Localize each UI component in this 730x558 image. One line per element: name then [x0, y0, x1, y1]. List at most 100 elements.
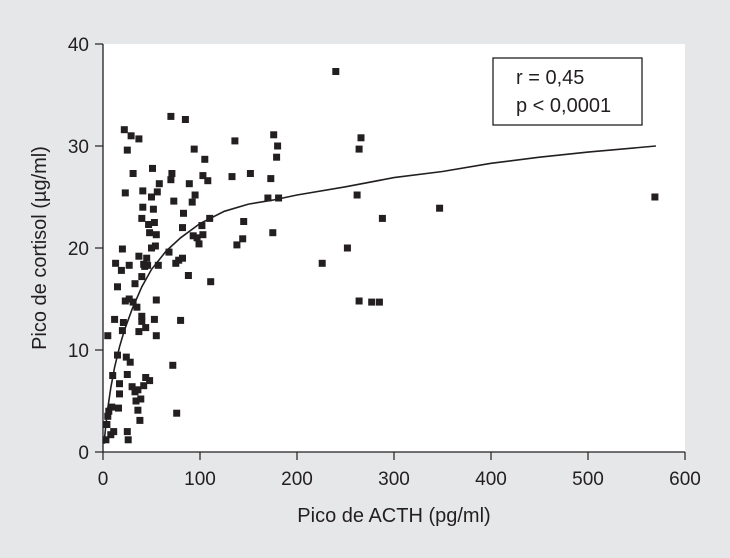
data-point [177, 316, 185, 324]
data-point [110, 428, 118, 436]
data-point [189, 232, 197, 240]
data-point [343, 244, 351, 252]
data-point [138, 312, 146, 320]
data-point [104, 332, 112, 340]
data-point [269, 229, 277, 237]
data-point [116, 380, 123, 388]
y-tick-label: 20 [68, 239, 89, 260]
data-point [148, 193, 155, 201]
data-point [146, 377, 154, 385]
data-point [131, 280, 139, 288]
data-point [142, 374, 150, 381]
data-point [135, 135, 143, 143]
data-point [353, 191, 361, 199]
data-point [103, 421, 111, 428]
stats-box-frame [492, 57, 643, 126]
x-axis-label: Pico de ACTH (pg/ml) [297, 505, 490, 527]
data-point [264, 194, 272, 202]
data-point [173, 409, 181, 417]
data-point [144, 261, 152, 269]
data-point [175, 256, 183, 264]
data-point [102, 436, 110, 444]
data-point [108, 403, 116, 411]
y-tick-label: 0 [78, 443, 89, 464]
data-point [138, 317, 146, 325]
data-point [169, 361, 177, 369]
data-point [149, 205, 157, 213]
data-point [143, 254, 151, 262]
data-point [179, 254, 186, 262]
data-point [185, 180, 193, 188]
data-point [152, 296, 160, 304]
data-point [190, 145, 198, 153]
data-point [133, 303, 141, 311]
data-point [231, 137, 239, 145]
data-point [123, 146, 131, 154]
x-tick-label: 100 [184, 469, 216, 490]
data-point [273, 153, 281, 161]
x-tick-label: 600 [669, 469, 701, 490]
data-point [170, 197, 178, 205]
data-point [153, 188, 161, 196]
data-point [191, 191, 199, 199]
data-point [152, 231, 160, 239]
data-point [179, 224, 186, 232]
data-point [137, 395, 145, 403]
data-point [375, 298, 383, 306]
data-point [135, 252, 143, 260]
stats-annotation: r = 0,45 p < 0,0001 [492, 57, 643, 126]
data-point [129, 170, 137, 177]
data-point [104, 412, 112, 420]
data-point [121, 189, 129, 197]
data-points [102, 68, 659, 444]
data-point [165, 248, 173, 256]
fit-curve [103, 145, 656, 444]
data-point [124, 436, 132, 444]
data-point [204, 177, 212, 185]
data-point [120, 126, 128, 134]
stats-p-value: p < 0,0001 [516, 95, 611, 117]
data-point [112, 259, 120, 267]
data-point [239, 235, 247, 243]
data-point [199, 231, 207, 239]
data-point [274, 142, 282, 150]
data-point [145, 221, 153, 228]
x-tick-label: 200 [281, 469, 313, 490]
data-point [184, 272, 192, 279]
data-point [357, 134, 365, 142]
data-point [118, 245, 126, 253]
data-point [140, 382, 148, 390]
data-point [148, 244, 155, 252]
data-point [167, 176, 175, 184]
data-point [436, 204, 444, 212]
data-point [136, 416, 144, 424]
data-point [117, 266, 125, 274]
data-point [199, 172, 207, 180]
data-point [127, 132, 135, 140]
data-point [270, 131, 278, 139]
data-point [134, 386, 142, 394]
data-point [193, 234, 201, 242]
y-tick-label: 10 [68, 341, 89, 362]
data-point [198, 222, 206, 230]
data-point [154, 261, 162, 269]
data-point [155, 180, 163, 188]
data-point [121, 297, 129, 305]
data-point [128, 383, 136, 391]
data-point [195, 240, 203, 248]
data-point [114, 283, 121, 291]
data-point [228, 173, 236, 181]
data-point [139, 187, 147, 195]
data-point [122, 353, 130, 361]
data-point [151, 242, 159, 250]
data-point [123, 428, 131, 436]
data-point [275, 194, 283, 202]
data-point [138, 214, 146, 222]
data-point [355, 297, 363, 305]
data-point [134, 406, 142, 414]
x-tick-label: 0 [98, 469, 109, 490]
data-point [125, 295, 133, 303]
data-point [126, 358, 134, 366]
data-point [168, 170, 176, 177]
data-point [240, 218, 248, 225]
